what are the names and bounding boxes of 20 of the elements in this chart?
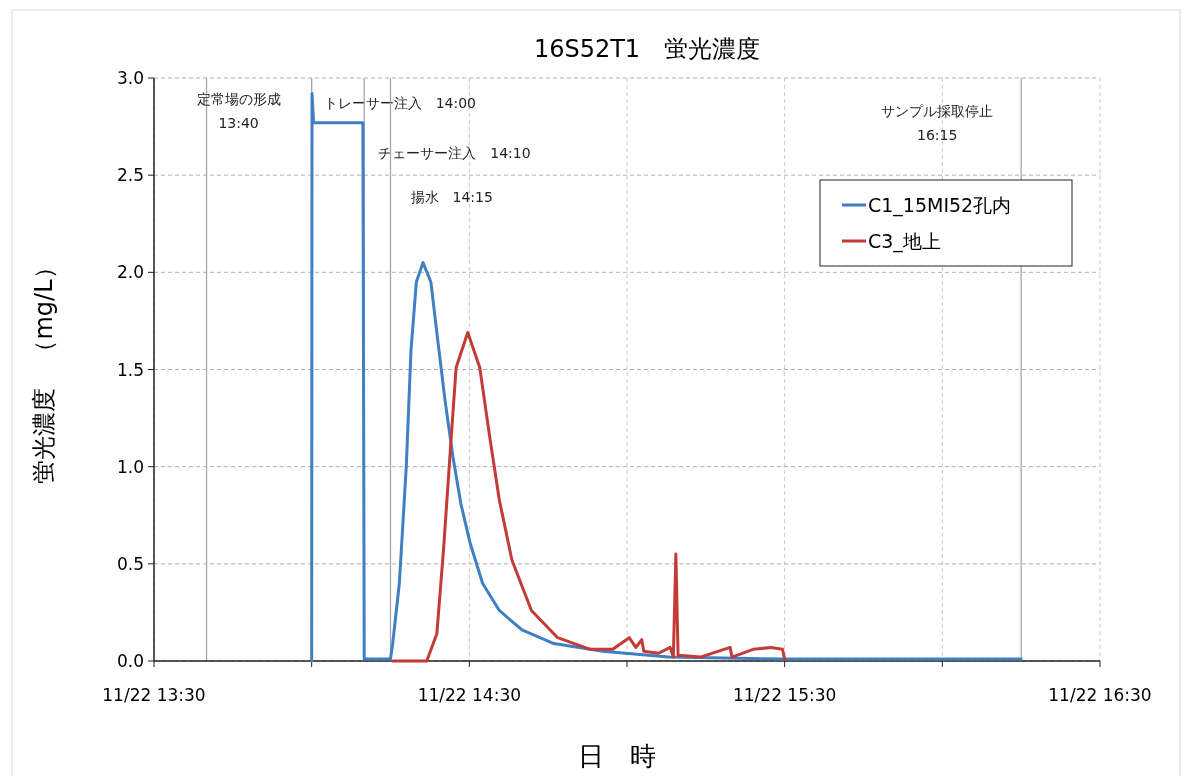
x-axis-title: 日 時 — [578, 741, 656, 771]
y-tick-label: 0.0 — [116, 651, 144, 671]
y-tick-label: 1.5 — [116, 359, 144, 380]
y-tick-label: 1.0 — [116, 456, 144, 477]
ref-line-label: 定常場の形成 13:40 — [196, 91, 281, 131]
x-tick-label: 11/22 14:30 — [417, 685, 522, 705]
y-axis-title: 蛍光濃度 （mg/L） — [30, 255, 58, 484]
ref-line-label: 揚水 14:15 — [410, 189, 493, 205]
y-tick-label: 2.0 — [116, 262, 144, 283]
x-tick-label: 11/22 16:30 — [1048, 685, 1152, 705]
y-tick-label: 0.5 — [116, 553, 144, 574]
x-tick-label: 11/22 15:30 — [732, 685, 837, 705]
ref-line-label: チェーサー注入 14:10 — [378, 145, 531, 161]
y-tick-label: 2.5 — [116, 165, 144, 186]
legend-label: C1_15MI52孔内 — [868, 194, 1012, 217]
ref-line-label: サンプル採取停止 16:15 — [881, 103, 994, 143]
x-tick-label: 11/22 13:30 — [102, 685, 206, 705]
y-tick-label: 3.0 — [116, 68, 144, 88]
chart-title: 16S52T1 蛍光濃度 — [533, 35, 761, 63]
legend-label: C3_地上 — [868, 230, 941, 253]
